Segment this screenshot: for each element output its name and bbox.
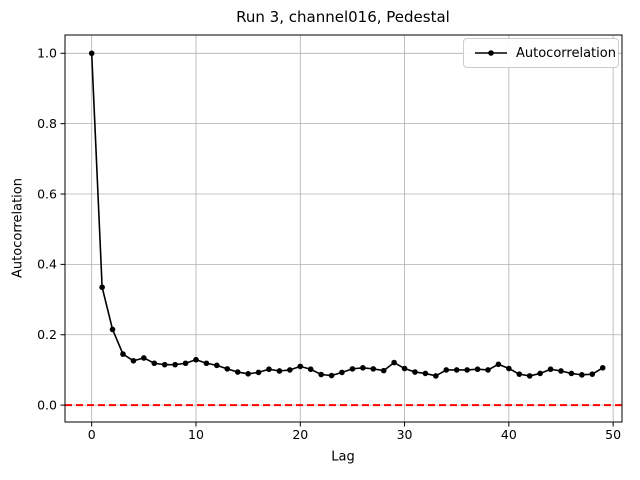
data-point-marker (349, 366, 356, 372)
data-point-marker (568, 370, 575, 377)
data-point-marker (391, 359, 397, 366)
data-point-marker (464, 367, 470, 373)
data-point-marker (599, 365, 606, 371)
data-point-marker (266, 366, 272, 373)
data-point-marker (307, 366, 314, 373)
data-point-marker (130, 357, 137, 364)
data-point-marker (193, 356, 199, 363)
x-tick-label: 40 (501, 427, 517, 442)
data-point-marker (328, 372, 335, 379)
data-point-marker (506, 365, 512, 372)
data-point-marker (255, 369, 262, 376)
x-tick-label: 50 (605, 427, 621, 442)
data-point-marker (224, 366, 231, 372)
legend-line-sample-icon (475, 50, 507, 56)
data-point-marker (120, 351, 126, 357)
data-point-marker (412, 369, 418, 375)
data-point-marker (401, 365, 408, 372)
data-point-marker (579, 372, 585, 378)
data-point-marker (589, 371, 596, 377)
data-point-marker (318, 371, 324, 378)
data-point-marker (370, 366, 377, 372)
data-point-marker (99, 284, 105, 291)
plot-border (64, 34, 623, 423)
y-tick-label: 0.8 (37, 116, 57, 131)
data-point-marker (485, 367, 491, 373)
data-point-marker (287, 367, 293, 373)
x-axis-label: Lag (331, 449, 355, 465)
data-point-marker (182, 360, 189, 367)
x-tick-label: 0 (88, 427, 96, 442)
data-point-marker (537, 370, 543, 377)
data-point-marker (151, 360, 158, 367)
data-point-marker (141, 355, 147, 361)
data-point-marker (443, 367, 450, 373)
y-tick-label: 0.4 (37, 257, 57, 272)
chart-title: Run 3, channel016, Pedestal (236, 8, 450, 26)
data-point-marker (203, 360, 210, 367)
data-point-marker (214, 362, 220, 369)
x-tick-label: 20 (292, 427, 308, 442)
data-point-marker (495, 361, 502, 368)
data-point-marker (276, 368, 283, 374)
legend-box: Autocorrelation (463, 38, 619, 68)
data-point-marker (161, 361, 168, 368)
data-point-marker (297, 363, 304, 370)
data-point-marker (360, 365, 366, 371)
data-point-marker (245, 371, 251, 377)
data-point-marker (422, 370, 429, 377)
data-point-marker (516, 371, 523, 377)
data-point-marker (380, 367, 387, 374)
data-point-marker (339, 369, 345, 376)
data-point-marker (88, 50, 95, 57)
data-point-marker (547, 366, 554, 373)
data-point-marker (172, 361, 178, 368)
data-point-marker (234, 369, 241, 375)
x-tick-label: 10 (188, 427, 204, 442)
x-tick-label: 30 (397, 427, 413, 442)
legend-label: Autocorrelation (516, 45, 616, 61)
y-axis-label: Autocorrelation (10, 178, 26, 278)
data-point-marker (558, 368, 564, 374)
y-tick-label: 0.0 (37, 397, 57, 412)
autocorrelation-line (90, 53, 604, 377)
y-tick-label: 0.6 (37, 186, 57, 201)
data-point-marker (433, 373, 439, 379)
data-point-marker (109, 326, 116, 333)
y-tick-label: 0.2 (37, 327, 57, 342)
data-point-marker (453, 367, 460, 373)
y-tick-label: 1.0 (37, 46, 57, 61)
data-point-marker (474, 366, 481, 373)
data-point-marker (526, 373, 533, 379)
